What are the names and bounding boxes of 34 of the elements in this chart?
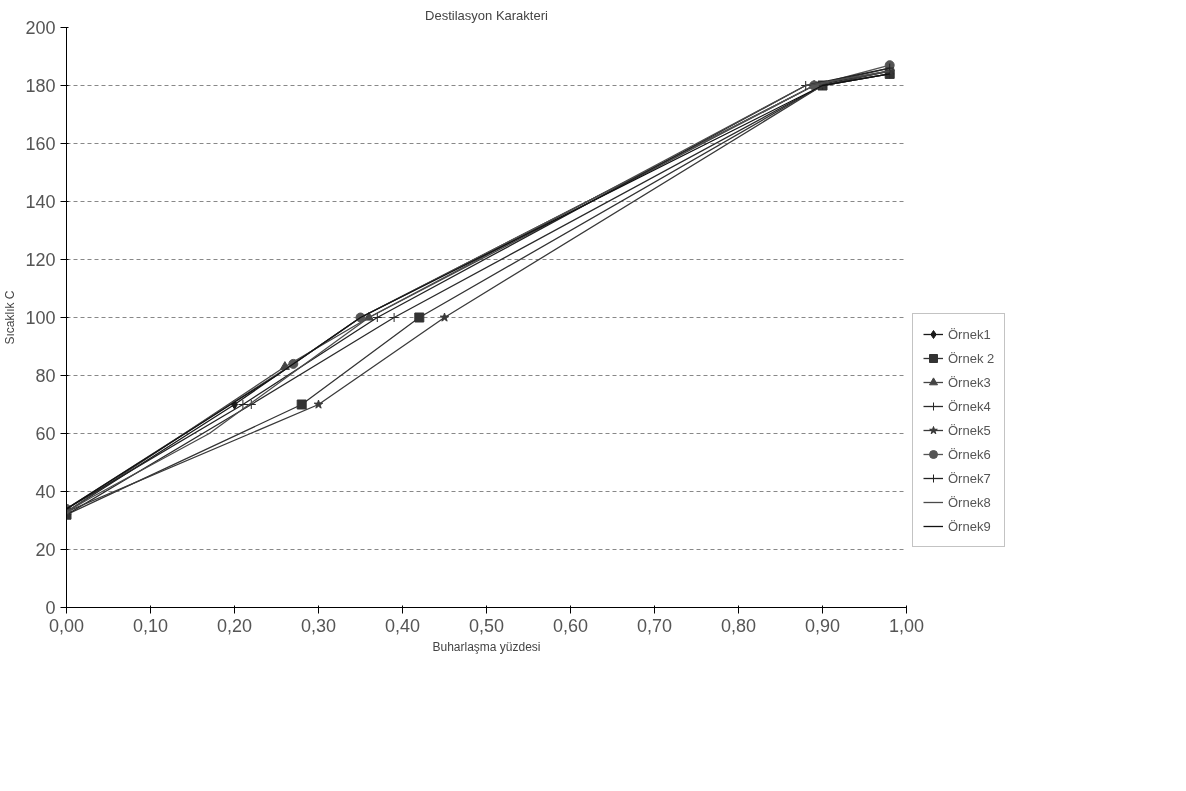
x-tick-label: 0,40 [384, 615, 421, 636]
y-tick-label: 160 [25, 134, 56, 154]
y-axis-title: Sıcaklık C [3, 290, 18, 345]
x-tick-label: 0,00 [48, 615, 85, 636]
legend-label: Örnek4 [948, 398, 991, 414]
y-tick-label: 20 [35, 540, 56, 560]
y-tick-label: 80 [35, 366, 56, 386]
x-tick-label: 0,70 [636, 615, 673, 636]
chart-title: Destilasyon Karakteri [425, 7, 549, 23]
legend-label: Örnek 2 [948, 350, 995, 366]
x-tick-label: 0,50 [468, 615, 505, 636]
x-tick-label: 0,90 [804, 615, 841, 636]
x-tick-label: 0,10 [132, 615, 169, 636]
y-tick-label: 200 [25, 18, 56, 38]
x-tick-label: 0,20 [216, 615, 253, 636]
y-tick-label: 100 [25, 308, 56, 328]
y-tick-label: 60 [35, 424, 56, 444]
x-tick-label: 0,30 [300, 615, 337, 636]
x-axis-title: Buharlaşma yüzdesi [432, 639, 541, 654]
x-tick-label: 0,80 [720, 615, 757, 636]
y-tick-label: 0 [45, 598, 56, 618]
legend-label: Örnek9 [948, 518, 991, 534]
legend-label: Örnek5 [948, 422, 991, 438]
y-tick-label: 120 [25, 250, 56, 270]
y-tick-label: 180 [25, 76, 56, 96]
y-tick-label: 140 [25, 192, 56, 212]
x-tick-label: 0,60 [552, 615, 589, 636]
legend-label: Örnek7 [948, 470, 991, 486]
y-tick-label: 40 [35, 482, 56, 502]
legend-label: Örnek1 [948, 326, 991, 342]
legend-label: Örnek3 [948, 374, 991, 390]
legend-label: Örnek8 [948, 494, 991, 510]
legend-label: Örnek6 [948, 446, 991, 462]
x-tick-label: 1,00 [888, 615, 925, 636]
